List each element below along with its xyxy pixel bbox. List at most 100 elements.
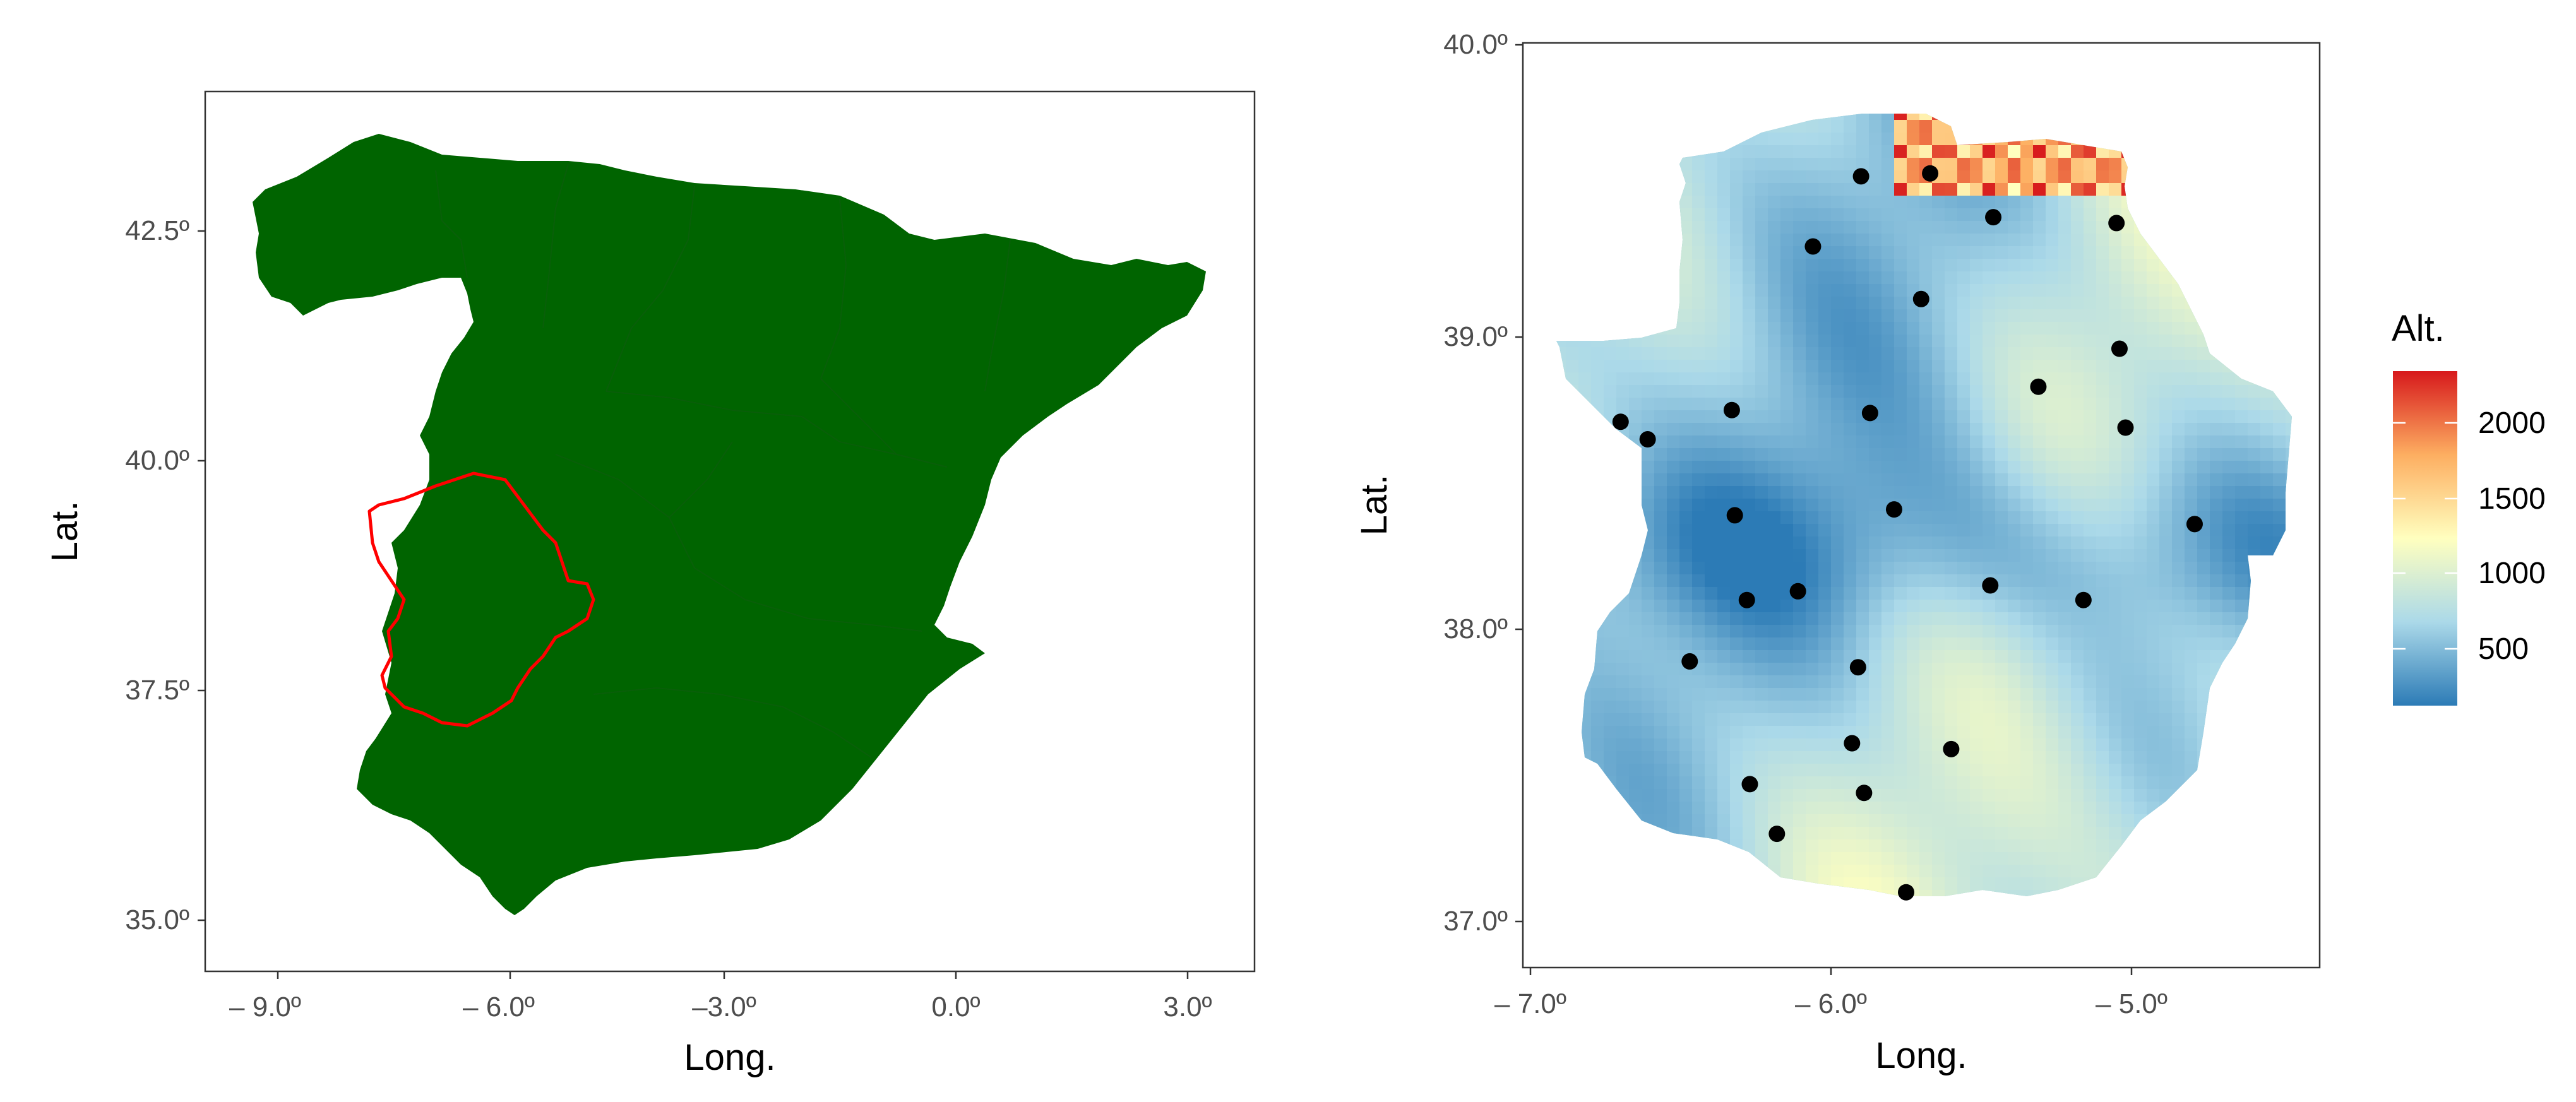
elevation-cell [1919,764,1933,777]
elevation-cell [2109,776,2122,790]
elevation-cell [1667,562,1680,575]
elevation-cell [1932,701,1945,714]
elevation-cell [1780,284,1794,297]
elevation-cell [1894,347,1907,360]
elevation-cell [2096,259,2109,272]
elevation-cell [2058,663,2072,676]
elevation-cell [1957,435,1971,449]
elevation-cell [1818,574,1832,588]
elevation-cell [1881,486,1895,499]
elevation-cell [2147,701,2160,714]
elevation-cell [1717,271,1731,285]
elevation-cell [1629,713,1642,726]
elevation-cell [1717,814,1731,827]
elevation-cell [1818,435,1832,449]
elevation-cell [2109,764,2122,777]
elevation-cell [1831,865,1844,878]
elevation-cell [1945,726,1958,739]
elevation-cell [1616,701,1630,714]
elevation-cell [1717,297,1731,310]
elevation-cell [1679,802,1693,815]
elevation-cell [2033,549,2046,562]
elevation-cell [2121,776,2135,790]
elevation-cell [1945,688,1958,701]
elevation-cell [1995,877,2008,891]
elevation-cell [1894,713,1907,726]
elevation-cell [1957,650,1971,663]
elevation-cell [1780,461,1794,474]
elevation-cell [2147,524,2160,537]
elevation-cell [1919,738,1933,752]
elevation-cell [2046,259,2059,272]
elevation-cell [1730,170,1743,184]
elevation-cell [1654,461,1667,474]
elevation-cell [2273,410,2286,424]
elevation-cell [1983,234,1996,247]
elevation-cell [2222,587,2236,600]
elevation-cell [2071,183,2084,196]
elevation-cell [1667,612,1680,625]
elevation-cell [2134,284,2147,297]
elevation-cell [2033,536,2046,550]
elevation-cell [1856,536,1869,550]
elevation-cell [1705,297,1718,310]
elevation-cell [1806,675,1819,689]
right-y-tick-label: 40.0º [1443,29,1508,60]
elevation-cell [1957,448,1971,461]
elevation-cell [1755,435,1768,449]
elevation-cell [2134,473,2147,487]
elevation-cell [2058,145,2072,158]
elevation-cell [2033,764,2046,777]
elevation-cell [1932,802,1945,815]
elevation-cell [1667,486,1680,499]
elevation-cell [1995,511,2008,524]
elevation-cell [2185,625,2198,638]
elevation-cell [1932,562,1945,575]
elevation-cell [2109,536,2122,550]
elevation-cell [1894,549,1907,562]
elevation-cell [1793,372,1806,386]
elevation-cell [1755,385,1768,398]
elevation-cell [2109,738,2122,752]
elevation-cell [2084,499,2097,512]
elevation-cell [2172,486,2185,499]
elevation-cell [1881,637,1895,651]
elevation-cell [2185,738,2198,752]
elevation-cell [2020,423,2034,436]
elevation-cell [2210,398,2223,411]
elevation-cell [2096,650,2109,663]
elevation-cell [1894,360,1907,373]
elevation-cell [1768,562,1781,575]
elevation-cell [2046,536,2059,550]
elevation-cell [2210,612,2223,625]
elevation-cell [2134,802,2147,815]
elevation-cell [1932,183,1945,196]
elevation-cell [1667,675,1680,689]
elevation-cell [1932,410,1945,424]
elevation-cell [1957,827,1971,840]
elevation-cell [1667,764,1680,777]
elevation-cell [1717,625,1731,638]
elevation-cell [2071,738,2084,752]
elevation-cell [1806,133,1819,146]
elevation-cell [2172,309,2185,323]
elevation-cell [2071,423,2084,436]
elevation-cell [2008,486,2021,499]
elevation-cell [1768,650,1781,663]
elevation-cell [2008,688,2021,701]
elevation-cell [1730,701,1743,714]
elevation-cell [2008,587,2021,600]
elevation-cell [1945,284,1958,297]
elevation-cell [2020,764,2034,777]
elevation-cell [2033,726,2046,739]
elevation-cell [2033,524,2046,537]
elevation-cell [2109,562,2122,575]
elevation-cell [1793,309,1806,323]
elevation-cell [1793,158,1806,171]
elevation-cell [1743,423,1756,436]
elevation-cell [2020,284,2034,297]
elevation-cell [1642,726,1655,739]
elevation-cell [2096,688,2109,701]
elevation-cell [1730,196,1743,209]
elevation-cell [1793,473,1806,487]
